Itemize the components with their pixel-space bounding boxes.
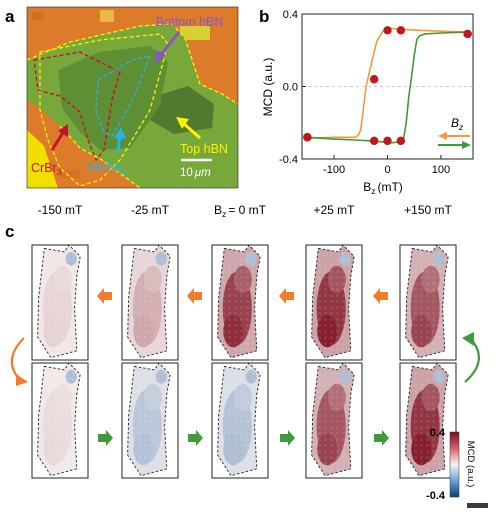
y-tick-label: 0.4: [283, 9, 298, 21]
legend: Bz: [438, 116, 471, 149]
optical-image: [27, 7, 238, 188]
scale-bar-label: 10 μm: [180, 167, 211, 179]
mcd-map-top: [217, 244, 261, 359]
colorbar-min: -0.4: [426, 490, 446, 502]
mcd-map-top: [127, 244, 171, 359]
mcd-map-bottom: [127, 362, 171, 477]
sweep-arrow-decreasing: [187, 288, 202, 304]
top-hbn-label: Top hBN: [180, 142, 228, 156]
y-axis-title: MCD (a.u.): [261, 58, 275, 117]
panel-c-label: c: [5, 222, 14, 241]
sweep-arrow-increasing: [374, 430, 389, 446]
mcd-map-bottom: [37, 362, 81, 477]
mose2-outline: [95, 55, 152, 137]
panel-b-chart: b -100 0 100 -0.4 0.0 0.4 MCD (a.u.) Bz (mT) B…: [259, 7, 474, 196]
sweep-arrow-increasing: [188, 430, 203, 446]
colorbar-title: MCD (a.u.): [465, 441, 476, 487]
mcd-map-top: [311, 244, 355, 359]
panel-b-label: b: [259, 7, 269, 26]
colorbar-max: 0.4: [430, 427, 446, 439]
data-point-marker: [396, 136, 406, 146]
crbr3-outline: [33, 51, 121, 162]
map-column-title: -25 mT: [131, 203, 170, 217]
bottom-hbn-outline: [27, 23, 238, 105]
data-point-marker: [303, 133, 312, 142]
mcd-map-top: [37, 244, 81, 359]
top-hbn-outline: [39, 33, 169, 187]
x-tick-label: 100: [432, 164, 450, 176]
sweep-arrow-increasing: [98, 430, 113, 446]
y-tick-label: -0.4: [279, 154, 298, 166]
mcd-map-top: [405, 244, 449, 359]
mcd-map-bottom: [217, 362, 261, 477]
map-column-title: +25 mT: [313, 203, 355, 217]
bottom-hbn-label: Bottom hBN: [156, 15, 223, 29]
panel-a-label: a: [5, 7, 15, 26]
data-point-marker: [463, 29, 472, 39]
x-tick-label: 0: [384, 164, 390, 176]
reverse-arrow-left: [10, 337, 25, 381]
map-column-title: +150 mT: [404, 203, 452, 217]
data-point-marker: [369, 136, 379, 146]
map-column-title: -150 mT: [38, 203, 83, 217]
mcd-map-bottom: [311, 362, 355, 477]
legend-label: Bz: [451, 116, 464, 132]
series-line-decreasing: [307, 27, 468, 139]
sweep-arrow-decreasing: [279, 288, 294, 304]
bottom-hbn-outline-2: [59, 125, 141, 188]
crbr3-label: CrBr3: [31, 161, 62, 177]
x-tick-label: -100: [323, 164, 345, 176]
colorbar: 0.4 -0.4 MCD (a.u.): [426, 427, 476, 502]
mose2-label: MoSe2: [88, 160, 126, 176]
panel-a: a Bottom hBN Top hBN CrBr3 MoSe2: [5, 6, 239, 189]
mcd-map-bottom: [405, 362, 449, 477]
sweep-arrow-decreasing: [97, 288, 112, 304]
series-line-increasing: [307, 31, 468, 144]
data-point-marker: [383, 26, 392, 35]
map-column-title: Bz = 0 mT: [214, 203, 267, 219]
sweep-arrow-increasing: [280, 430, 295, 446]
data-point-marker: [396, 26, 406, 35]
data-point-marker: [369, 75, 379, 84]
map-scale-bar: [467, 503, 488, 508]
x-axis-title: Bz (mT): [363, 180, 403, 196]
y-tick-label: 0.0: [283, 82, 298, 94]
data-point-marker: [383, 136, 392, 146]
sweep-arrow-decreasing: [373, 288, 388, 304]
